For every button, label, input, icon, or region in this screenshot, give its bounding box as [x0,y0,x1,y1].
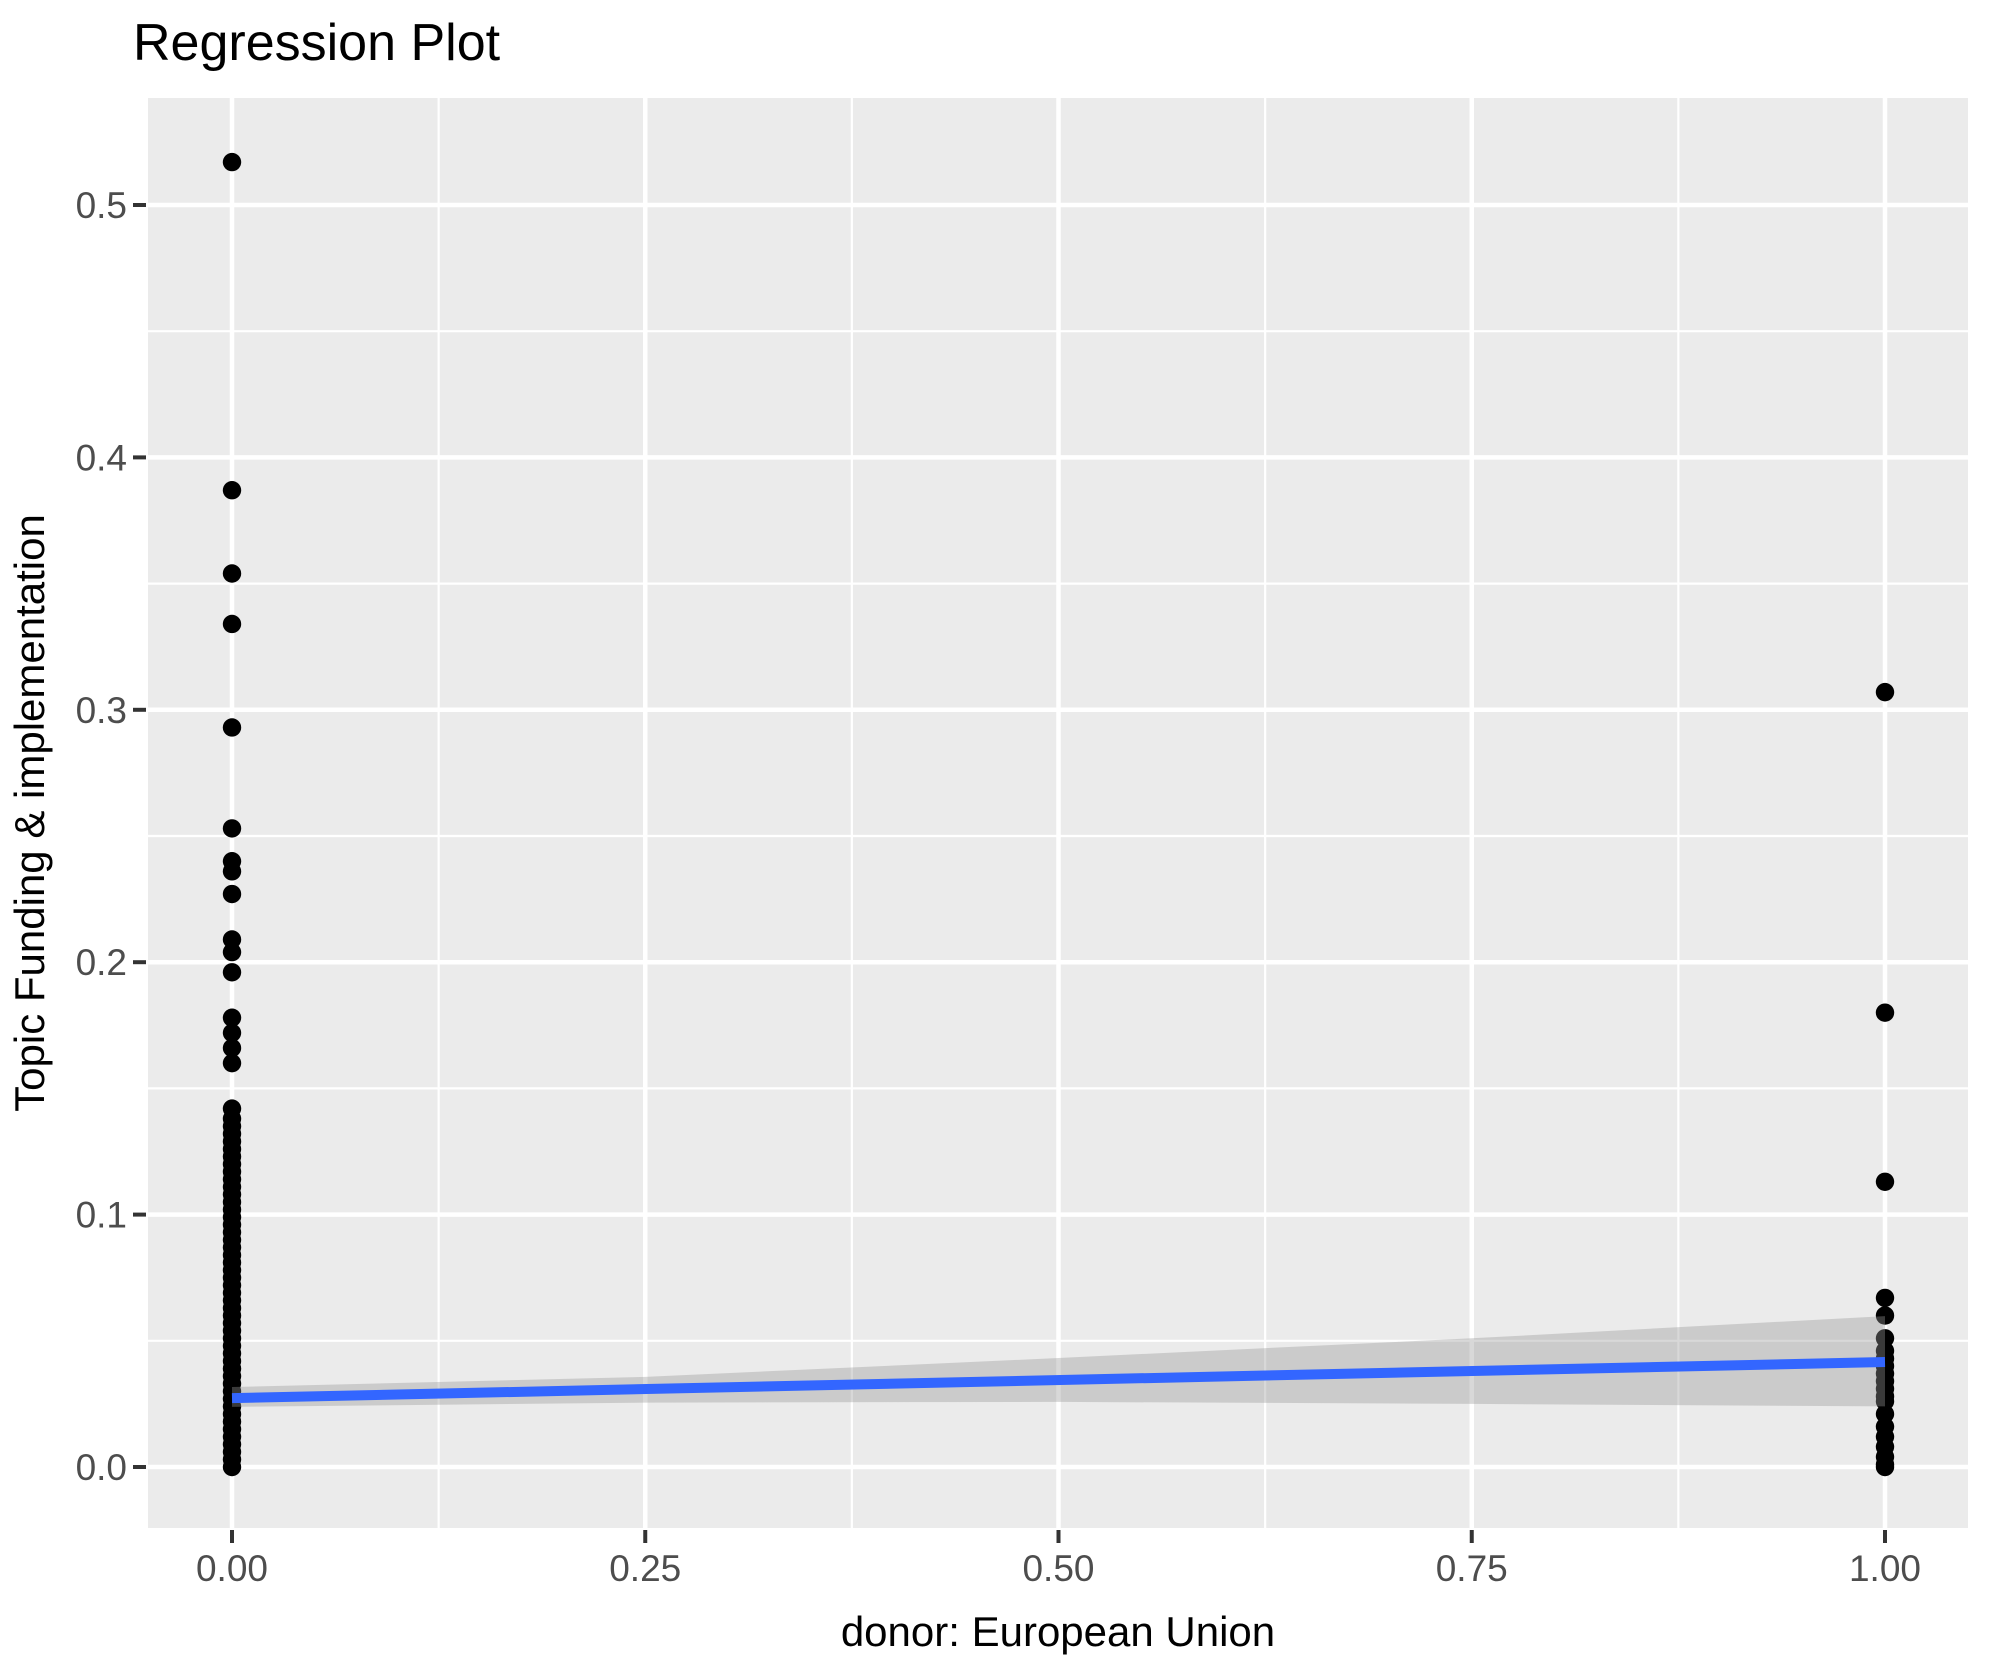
data-point [222,963,242,982]
data-point [1875,1172,1895,1191]
data-point [222,884,242,904]
data-point [1875,1288,1895,1308]
data-point [1875,1306,1895,1325]
regression-line [231,1357,1886,1404]
data-point [222,718,242,737]
data-point [222,1099,242,1118]
data-point [1875,1341,1895,1361]
x-tick-label: 0.00 [196,1548,268,1589]
data-point [222,819,242,838]
data-point [222,152,242,172]
data-point [222,942,242,962]
plot-title: Regression Plot [133,14,501,72]
data-point [222,1053,242,1073]
x-tick-label: 0.75 [1436,1548,1508,1589]
data-point [222,852,242,871]
x-tick-label: 1.00 [1849,1548,1921,1589]
y-tick-label: 0.5 [76,185,127,226]
data-point [222,614,242,634]
x-axis-ticks: 0.00 0.25 0.50 0.75 1.00 [196,1530,1921,1589]
data-point [222,1008,242,1027]
data-point [222,1038,242,1058]
data-point [1875,682,1895,702]
data-point [1875,1417,1895,1436]
data-point [222,930,242,949]
y-axis-title: Topic Funding & implementation [6,514,53,1112]
x-tick-label: 0.50 [1022,1548,1094,1589]
y-axis-ticks: 0.0 0.1 0.2 0.3 0.4 0.5 [76,185,146,1488]
y-tick-label: 0.2 [76,942,127,983]
y-tick-label: 0.3 [76,690,127,731]
data-point [1875,1404,1895,1424]
y-tick-label: 0.4 [76,437,127,478]
data-point [1875,1003,1895,1022]
y-tick-label: 0.0 [76,1447,127,1488]
data-point [1875,1329,1895,1348]
data-point [222,1023,242,1043]
data-point [222,564,242,583]
x-tick-label: 0.25 [609,1548,681,1589]
x-axis-title: donor: European Union [841,1608,1275,1655]
y-tick-label: 0.1 [76,1195,127,1236]
data-point [222,481,242,500]
